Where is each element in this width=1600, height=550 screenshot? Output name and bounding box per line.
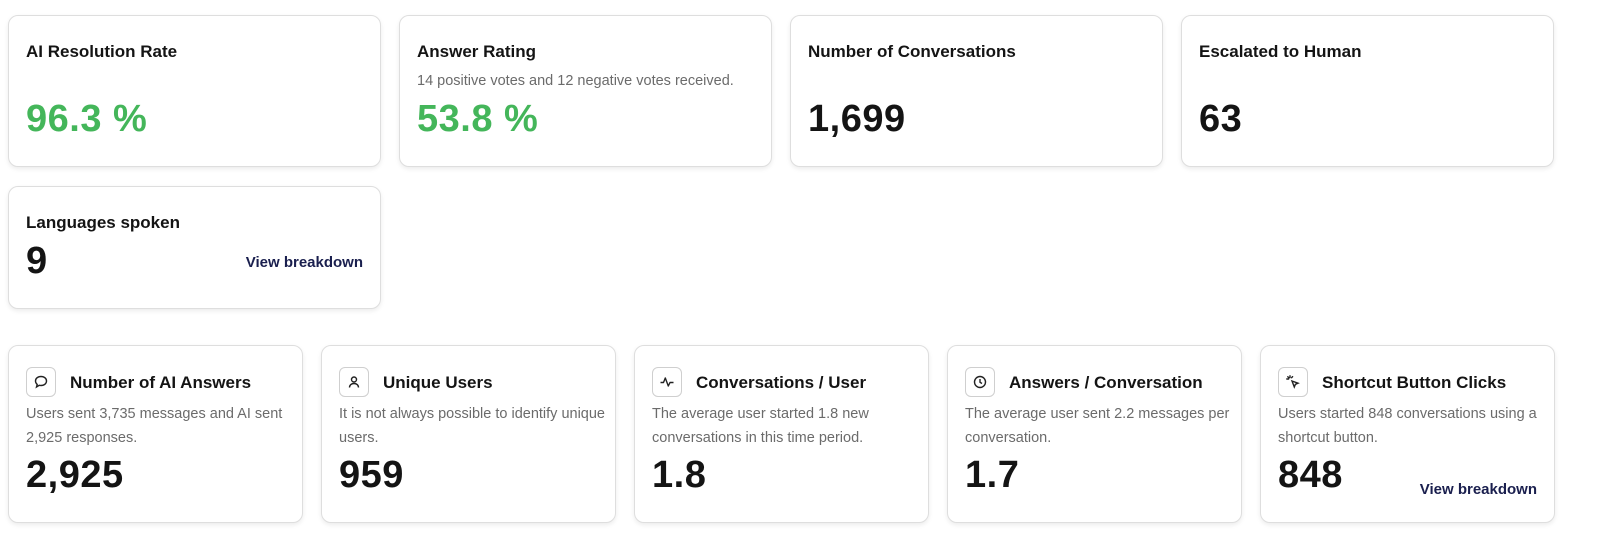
answers-per-conversation-card: Answers / Conversation The average user … xyxy=(947,345,1242,523)
card-value: 1.7 xyxy=(965,454,1020,496)
card-title: Number of AI Answers xyxy=(70,373,252,392)
ai-answers-card: Number of AI Answers Users sent 3,735 me… xyxy=(8,345,303,523)
card-title: Shortcut Button Clicks xyxy=(1322,373,1507,392)
languages-spoken-card: Languages spoken 9 View breakdown xyxy=(8,186,381,309)
ai-resolution-rate-card: AI Resolution Rate 96.3 % xyxy=(8,15,381,167)
card-title: AI Resolution Rate xyxy=(26,42,178,61)
card-description: Users started 848 conversations using a … xyxy=(1278,406,1537,446)
card-title: Conversations / User xyxy=(696,373,867,392)
cursor-click-icon xyxy=(1278,367,1308,397)
card-value: 959 xyxy=(339,454,404,496)
card-value: 53.8 % xyxy=(417,98,539,140)
card-value: 9 xyxy=(26,240,48,282)
user-icon xyxy=(339,367,369,397)
view-breakdown-link[interactable]: View breakdown xyxy=(245,254,363,271)
card-title: Answer Rating xyxy=(417,42,537,61)
card-value: 848 xyxy=(1278,454,1343,496)
card-value: 1.8 xyxy=(652,454,707,496)
card-value: 96.3 % xyxy=(26,98,148,140)
card-title: Escalated to Human xyxy=(1199,42,1362,61)
view-breakdown-link[interactable]: View breakdown xyxy=(1419,481,1537,498)
card-subtitle: 14 positive votes and 12 negative votes … xyxy=(417,73,734,89)
card-description: Users sent 3,735 messages and AI sent 2,… xyxy=(26,406,283,446)
card-description: The average user started 1.8 new convers… xyxy=(652,406,869,446)
clock-icon xyxy=(965,367,995,397)
card-description: The average user sent 2.2 messages per c… xyxy=(965,406,1230,446)
card-title: Languages spoken xyxy=(26,213,180,232)
card-title: Number of Conversations xyxy=(808,42,1016,61)
card-title: Answers / Conversation xyxy=(1009,373,1203,392)
escalated-to-human-card: Escalated to Human 63 xyxy=(1181,15,1554,167)
shortcut-button-clicks-card: Shortcut Button Clicks Users started 848… xyxy=(1260,345,1555,523)
card-value: 2,925 xyxy=(26,454,124,496)
activity-icon xyxy=(652,367,682,397)
card-description: It is not always possible to identify un… xyxy=(339,406,605,446)
conversations-per-user-card: Conversations / User The average user st… xyxy=(634,345,929,523)
chat-bubble-icon xyxy=(26,367,56,397)
card-title: Unique Users xyxy=(383,373,493,392)
card-value: 1,699 xyxy=(808,98,906,140)
card-value: 63 xyxy=(1199,98,1243,140)
number-of-conversations-card: Number of Conversations 1,699 xyxy=(790,15,1163,167)
answer-rating-card: Answer Rating 14 positive votes and 12 n… xyxy=(399,15,772,167)
unique-users-card: Unique Users It is not always possible t… xyxy=(321,345,616,523)
